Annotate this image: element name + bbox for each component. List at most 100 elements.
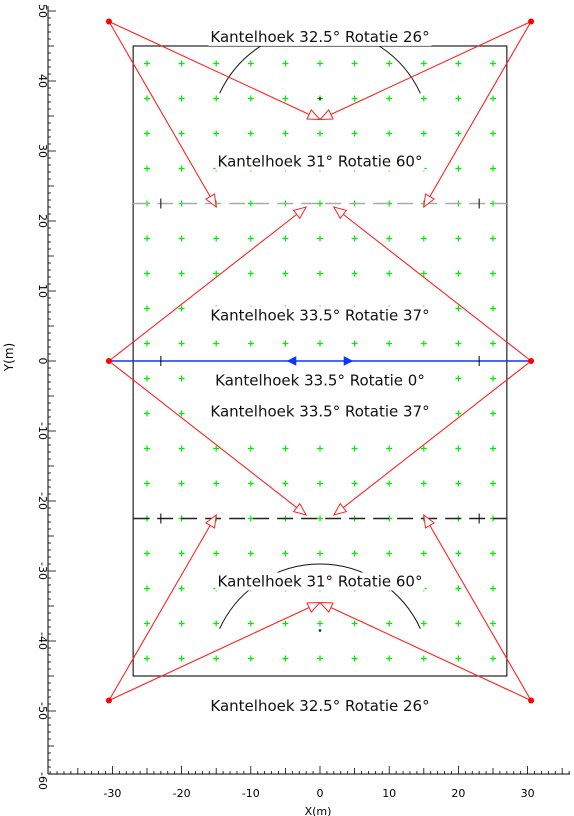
grid-marker xyxy=(178,95,185,102)
y-tick-label: 10 xyxy=(36,284,49,298)
grid-marker xyxy=(282,60,289,67)
grid-marker xyxy=(455,235,462,242)
grid-marker xyxy=(247,445,254,452)
grid-marker xyxy=(178,305,185,312)
grid-marker xyxy=(317,620,323,627)
annotation-background xyxy=(208,27,432,46)
aim-arrowhead xyxy=(318,109,334,121)
grid-marker xyxy=(386,60,393,67)
x-tick-label: -10 xyxy=(242,787,260,800)
grid-marker xyxy=(144,270,150,277)
annotation-label: Kantelhoek 32.5° Rotatie 26° xyxy=(210,28,429,46)
grid-marker xyxy=(490,480,496,487)
annotation-label: Kantelhoek 31° Rotatie 60° xyxy=(218,153,423,171)
grid-marker xyxy=(490,410,496,417)
grid-marker xyxy=(282,480,289,487)
grid-marker xyxy=(178,340,185,347)
aim-line xyxy=(108,206,307,362)
aim-arrowhead xyxy=(423,513,436,529)
grid-marker xyxy=(144,95,150,102)
grid-marker xyxy=(386,655,393,662)
grid-marker xyxy=(144,305,150,312)
aim-line xyxy=(108,21,217,208)
axes: 50 40 30 20 10 0 -10 -20 -30 -40 -50 -60 -30 -20 -10 0 1… xyxy=(36,4,570,800)
annotation-background xyxy=(213,371,427,390)
aim-line xyxy=(319,21,532,120)
grid-marker xyxy=(178,60,185,67)
aim-arrowhead xyxy=(204,513,217,529)
grid-marker xyxy=(213,620,220,627)
light-mast xyxy=(528,697,535,704)
grid-marker xyxy=(144,375,150,382)
aim-arrowhead xyxy=(423,193,436,209)
grid-marker xyxy=(317,550,323,557)
grid-marker xyxy=(317,235,323,242)
grid-marker xyxy=(386,620,393,627)
grid-marker xyxy=(351,60,358,67)
y-tick-label: 30 xyxy=(36,144,49,158)
annotation-background xyxy=(208,697,432,716)
grid-marker xyxy=(386,550,393,557)
grid-marker xyxy=(455,480,462,487)
y-tick-label: 40 xyxy=(36,74,49,88)
grid-marker xyxy=(247,515,254,522)
y-tick-label: -30 xyxy=(36,562,49,580)
grid-marker xyxy=(386,235,393,242)
grid-marker xyxy=(144,410,150,417)
penalty-spot xyxy=(318,629,322,632)
x-tick-label: 20 xyxy=(451,787,465,800)
grid-marker xyxy=(455,165,462,172)
grid-marker xyxy=(144,165,150,172)
grid-marker xyxy=(247,620,254,627)
grid-marker xyxy=(420,235,427,242)
grid-marker xyxy=(386,270,393,277)
grid-marker xyxy=(386,340,393,347)
annotation-label: Kantelhoek 33.5° Rotatie 37° xyxy=(210,307,429,325)
grid-marker xyxy=(317,200,323,207)
aim-line xyxy=(108,602,321,701)
grid-marker xyxy=(247,270,254,277)
grid-marker xyxy=(178,165,185,172)
annotation-label: Kantelhoek 33.5° Rotatie 37° xyxy=(210,402,429,420)
grid-marker xyxy=(178,550,185,557)
grid-marker xyxy=(490,130,496,137)
grid-marker xyxy=(386,130,393,137)
light-mast xyxy=(528,358,535,364)
grid-marker xyxy=(420,550,427,557)
center-arrow-head xyxy=(286,356,297,366)
y-tick-label: 0 xyxy=(36,358,49,365)
aim-line xyxy=(108,514,217,701)
light-mast xyxy=(105,18,112,25)
grid-marker xyxy=(386,445,393,452)
penalty-arc xyxy=(219,563,421,629)
aim-line xyxy=(108,360,307,516)
aim-arrowhead xyxy=(292,502,308,516)
grid-marker xyxy=(247,340,254,347)
grid-marker xyxy=(178,410,185,417)
grid-marker xyxy=(351,620,358,627)
grid-marker xyxy=(213,655,220,662)
grid-marker xyxy=(455,340,462,347)
grid-marker xyxy=(317,340,323,347)
x-tick-label: -30 xyxy=(103,787,121,800)
grid-marker xyxy=(420,655,427,662)
grid-marker xyxy=(247,235,254,242)
grid-marker xyxy=(178,480,185,487)
annotation-background xyxy=(215,152,425,171)
grid-marker xyxy=(213,95,220,102)
grid-marker xyxy=(455,655,462,662)
grid-marker xyxy=(490,270,496,277)
aim-arrowhead xyxy=(318,601,334,613)
grid-marker xyxy=(351,550,358,557)
grid-marker xyxy=(247,200,254,207)
annotation-background xyxy=(208,402,432,421)
grid-marker xyxy=(490,445,496,452)
annotation-label: Kantelhoek 31° Rotatie 60° xyxy=(218,573,423,591)
grid-marker xyxy=(490,235,496,242)
center-arrow-head xyxy=(343,356,354,366)
grid-marker xyxy=(317,270,323,277)
grid-marker xyxy=(144,60,150,67)
grid-marker xyxy=(420,95,427,102)
aim-arrowhead xyxy=(204,193,217,209)
grid-marker xyxy=(455,445,462,452)
